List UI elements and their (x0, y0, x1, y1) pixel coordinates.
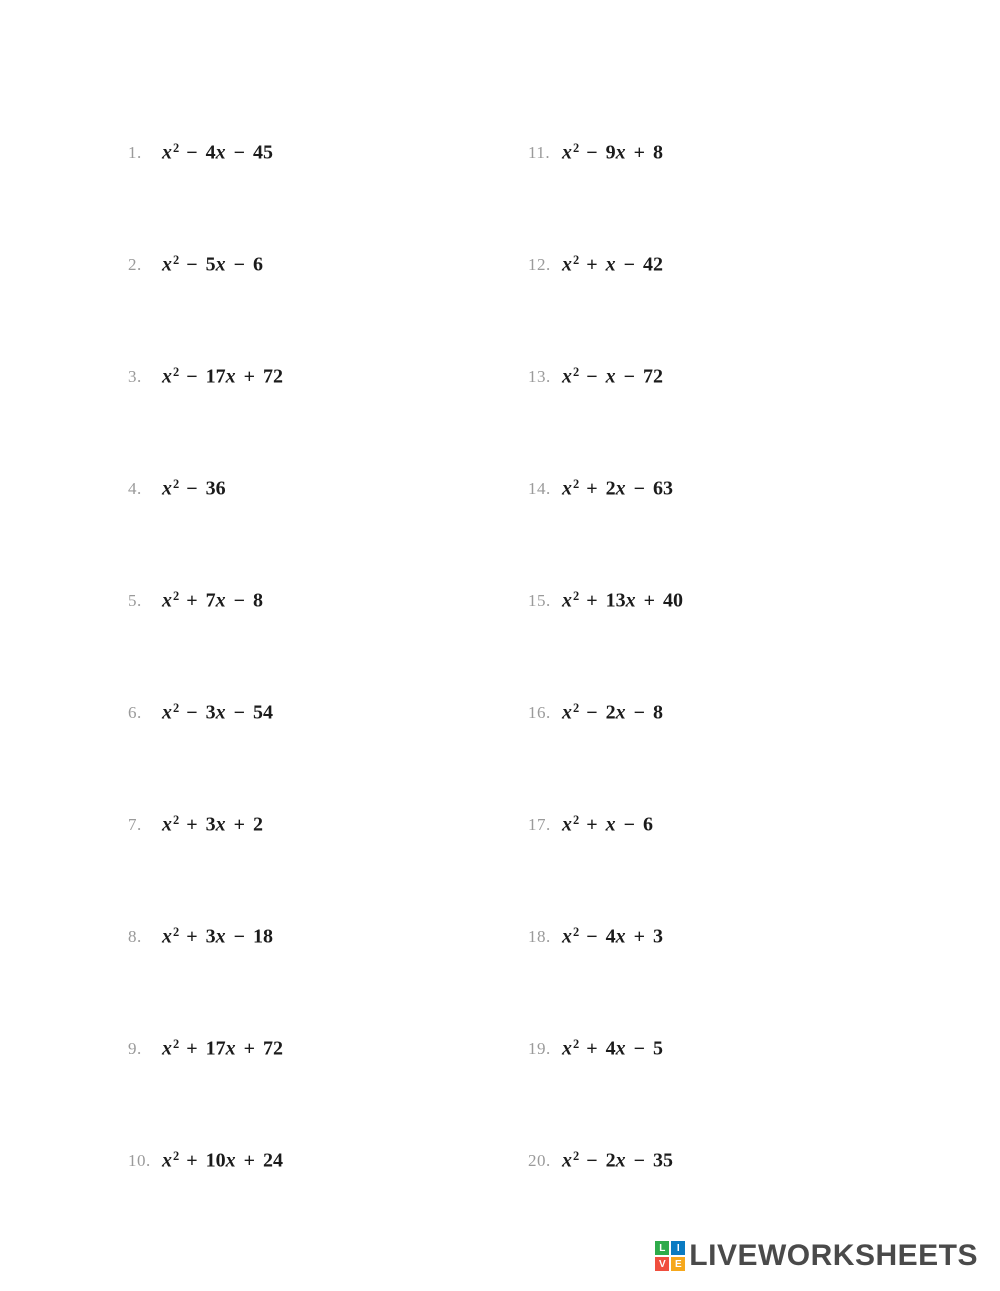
logo-cell-v: V (655, 1257, 669, 1271)
problem-number: 3. (128, 364, 162, 387)
problem-number: 18. (528, 924, 562, 947)
left-column: 1.x2 − 4x − 452.x2 − 5x − 63.x2 − 17x + … (128, 140, 528, 1260)
problem-number: 13. (528, 364, 562, 387)
quadratic-expression: x2 − 9x + 8 (562, 140, 663, 165)
problem-item: 1.x2 − 4x − 45 (128, 140, 528, 252)
quadratic-expression: x2 − 2x − 35 (562, 1148, 673, 1173)
quadratic-expression: x2 + x − 6 (562, 812, 653, 837)
logo-cell-e: E (671, 1257, 685, 1271)
problem-number: 10. (128, 1148, 162, 1171)
problem-item: 9.x2 + 17x + 72 (128, 1036, 528, 1148)
quadratic-expression: x2 + 3x + 2 (162, 812, 263, 837)
watermark-text: LIVEWORKSHEETS (689, 1239, 978, 1273)
problem-number: 15. (528, 588, 562, 611)
logo-cell-l: L (655, 1241, 669, 1255)
problem-item: 13.x2 − x − 72 (528, 364, 910, 476)
liveworksheets-watermark: L I V E LIVEWORKSHEETS (655, 1239, 978, 1273)
quadratic-expression: x2 + 7x − 8 (162, 588, 263, 613)
quadratic-expression: x2 − 3x − 54 (162, 700, 273, 725)
quadratic-expression: x2 + 2x − 63 (562, 476, 673, 501)
quadratic-expression: x2 − 4x − 45 (162, 140, 273, 165)
quadratic-expression: x2 − 4x + 3 (562, 924, 663, 949)
logo-cell-i: I (671, 1241, 685, 1255)
problem-number: 5. (128, 588, 162, 611)
quadratic-expression: x2 − 17x + 72 (162, 364, 283, 389)
problem-number: 17. (528, 812, 562, 835)
quadratic-expression: x2 + 4x − 5 (562, 1036, 663, 1061)
quadratic-expression: x2 − 5x − 6 (162, 252, 263, 277)
quadratic-expression: x2 + 3x − 18 (162, 924, 273, 949)
problem-number: 16. (528, 700, 562, 723)
problem-number: 12. (528, 252, 562, 275)
problem-number: 8. (128, 924, 162, 947)
problem-item: 14.x2 + 2x − 63 (528, 476, 910, 588)
problem-item: 18.x2 − 4x + 3 (528, 924, 910, 1036)
worksheet-page: 1.x2 − 4x − 452.x2 − 5x − 63.x2 − 17x + … (0, 0, 1000, 1291)
problem-number: 19. (528, 1036, 562, 1059)
problem-item: 16.x2 − 2x − 8 (528, 700, 910, 812)
problem-number: 1. (128, 140, 162, 163)
problem-item: 6.x2 − 3x − 54 (128, 700, 528, 812)
quadratic-expression: x2 + 10x + 24 (162, 1148, 283, 1173)
quadratic-expression: x2 + x − 42 (562, 252, 663, 277)
watermark-logo: L I V E (655, 1241, 685, 1271)
problem-item: 15.x2 + 13x + 40 (528, 588, 910, 700)
problem-item: 17.x2 + x − 6 (528, 812, 910, 924)
problem-item: 19.x2 + 4x − 5 (528, 1036, 910, 1148)
quadratic-expression: x2 + 17x + 72 (162, 1036, 283, 1061)
problem-item: 2.x2 − 5x − 6 (128, 252, 528, 364)
quadratic-expression: x2 + 13x + 40 (562, 588, 683, 613)
problem-number: 2. (128, 252, 162, 275)
problem-number: 20. (528, 1148, 562, 1171)
problem-item: 5.x2 + 7x − 8 (128, 588, 528, 700)
problem-item: 7.x2 + 3x + 2 (128, 812, 528, 924)
problem-columns: 1.x2 − 4x − 452.x2 − 5x − 63.x2 − 17x + … (128, 140, 910, 1260)
problem-number: 14. (528, 476, 562, 499)
problem-number: 4. (128, 476, 162, 499)
quadratic-expression: x2 − 36 (162, 476, 226, 501)
problem-item: 3.x2 − 17x + 72 (128, 364, 528, 476)
problem-item: 4.x2 − 36 (128, 476, 528, 588)
problem-item: 10.x2 + 10x + 24 (128, 1148, 528, 1260)
problem-item: 8.x2 + 3x − 18 (128, 924, 528, 1036)
problem-number: 6. (128, 700, 162, 723)
problem-number: 11. (528, 140, 562, 163)
right-column: 11.x2 − 9x + 812.x2 + x − 4213.x2 − x − … (528, 140, 910, 1260)
quadratic-expression: x2 − 2x − 8 (562, 700, 663, 725)
problem-number: 9. (128, 1036, 162, 1059)
problem-item: 11.x2 − 9x + 8 (528, 140, 910, 252)
quadratic-expression: x2 − x − 72 (562, 364, 663, 389)
problem-item: 12.x2 + x − 42 (528, 252, 910, 364)
problem-number: 7. (128, 812, 162, 835)
